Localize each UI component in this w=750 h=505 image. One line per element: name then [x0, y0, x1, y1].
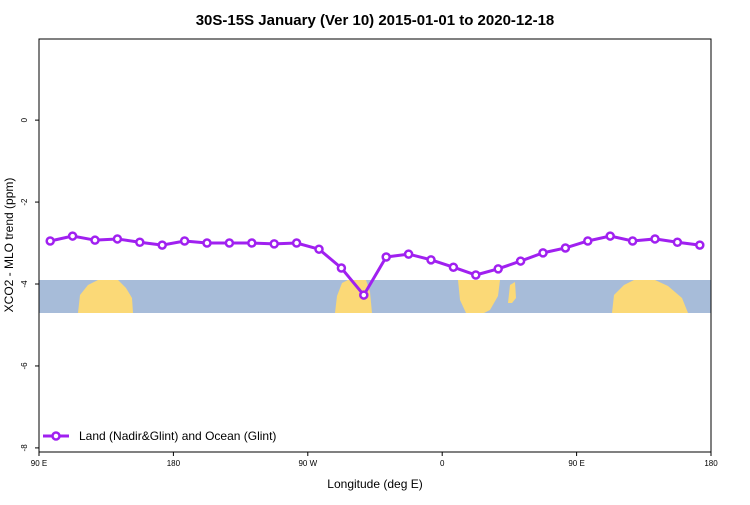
- legend-label: Land (Nadir&Glint) and Ocean (Glint): [79, 429, 276, 443]
- y-tick-label: -8: [20, 444, 29, 452]
- data-point: [224, 238, 235, 248]
- data-point: [426, 255, 436, 265]
- data-point: [359, 290, 369, 300]
- x-tick-label: 90 W: [298, 459, 317, 468]
- data-point: [538, 248, 548, 258]
- data-point: [560, 243, 571, 253]
- land: [78, 280, 133, 313]
- x-tick-label: 180: [167, 459, 181, 468]
- data-point: [493, 264, 503, 274]
- y-tick-label: -2: [20, 198, 29, 206]
- data-point: [583, 236, 593, 246]
- data-point: [672, 237, 683, 247]
- x-tick-label: 90 E: [568, 459, 584, 468]
- data-point: [336, 263, 347, 273]
- plot-frame: [38, 38, 712, 453]
- data-point: [381, 252, 391, 262]
- data-point: [269, 239, 279, 249]
- x-tick-label: 180: [704, 459, 718, 468]
- x-axis-label: Longitude (deg E): [327, 477, 422, 491]
- data-point: [90, 235, 100, 245]
- y-tick-label: 0: [20, 117, 29, 122]
- data-point: [45, 236, 55, 246]
- data-point: [157, 240, 167, 250]
- map-band: [39, 280, 711, 313]
- land: [458, 280, 500, 313]
- y-tick-label: -4: [20, 280, 29, 288]
- data-point: [403, 249, 414, 259]
- data-point: [314, 244, 324, 254]
- data-point: [650, 234, 660, 244]
- land: [335, 280, 372, 313]
- x-tick-label: 90 E: [31, 459, 47, 468]
- data-point: [471, 270, 481, 280]
- data-point: [247, 238, 257, 248]
- data-point: [179, 236, 190, 246]
- data-point: [202, 238, 212, 248]
- data-point: [112, 234, 123, 244]
- data-point: [448, 262, 459, 272]
- y-axis-label: XCO2 - MLO trend (ppm): [2, 178, 16, 313]
- data-point: [291, 238, 302, 248]
- data-point: [67, 231, 78, 241]
- chart-title: 30S-15S January (Ver 10) 2015-01-01 to 2…: [196, 12, 555, 29]
- x-tick-label: 0: [440, 459, 445, 468]
- data-point: [627, 236, 638, 246]
- data-point: [135, 237, 145, 247]
- legend-marker: [51, 431, 61, 441]
- land: [612, 280, 688, 313]
- data-point: [605, 231, 615, 241]
- y-tick-label: -6: [20, 362, 29, 370]
- data-point: [515, 256, 526, 266]
- data-point: [695, 240, 705, 250]
- land: [508, 282, 516, 303]
- ocean: [39, 280, 711, 313]
